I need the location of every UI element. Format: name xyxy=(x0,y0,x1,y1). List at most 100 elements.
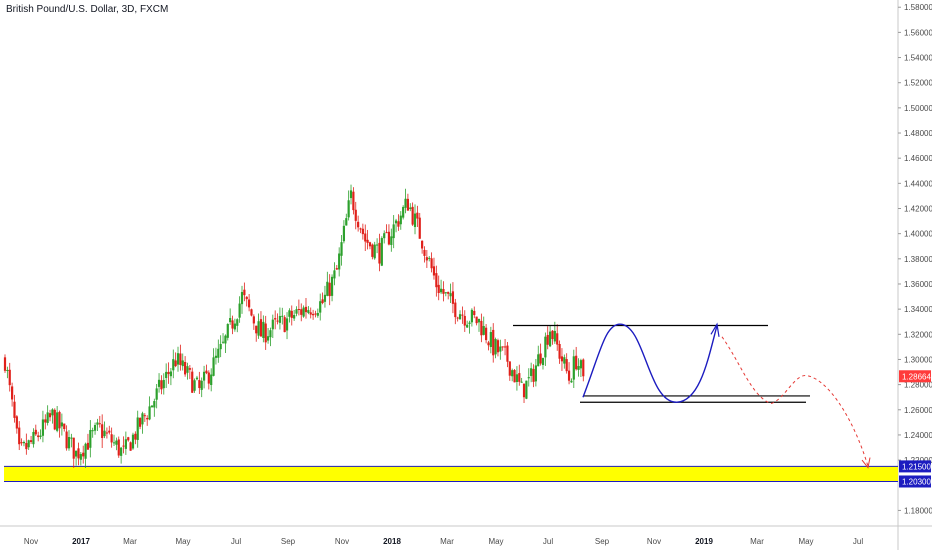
candle-body xyxy=(487,342,490,346)
candle-body xyxy=(359,228,362,230)
candle-body xyxy=(383,233,386,239)
candle-body xyxy=(136,417,139,440)
y-tick-label: 1.36000 xyxy=(904,280,932,289)
candle-body xyxy=(105,432,109,434)
candle-body xyxy=(394,220,398,224)
candle-body xyxy=(307,310,310,313)
candle-body xyxy=(27,440,30,448)
candle-body xyxy=(179,353,182,365)
candle-body xyxy=(160,380,163,390)
candle-body xyxy=(79,454,82,460)
candle-body xyxy=(338,253,341,270)
x-tick-label: 2019 xyxy=(695,537,713,546)
zone-top-badge xyxy=(899,460,931,473)
candle-body xyxy=(127,437,130,441)
current-price-badge-text: 1.28664 xyxy=(902,372,931,381)
candle-body xyxy=(207,372,210,384)
candle-body xyxy=(309,312,312,315)
candle-body xyxy=(240,292,244,305)
candle-body xyxy=(248,299,251,308)
candle-body xyxy=(96,422,99,425)
candle-body xyxy=(110,434,113,443)
candle-body xyxy=(409,207,412,210)
candle-body xyxy=(93,425,97,431)
y-tick-label: 1.40000 xyxy=(904,230,932,239)
candle-body xyxy=(122,445,125,447)
candle-body xyxy=(285,318,289,331)
x-tick-label: May xyxy=(488,537,503,546)
y-tick-label: 1.24000 xyxy=(904,431,932,440)
zone-top-badge-text: 1.21500 xyxy=(902,462,931,471)
candle-body xyxy=(466,324,469,328)
candle-body xyxy=(428,257,431,259)
candle-body xyxy=(37,435,40,438)
candle-body xyxy=(511,370,514,377)
candle-body xyxy=(77,448,80,459)
candle-body xyxy=(368,242,372,247)
x-tick-label: Mar xyxy=(123,537,137,546)
candle-body xyxy=(352,191,355,211)
candle-body xyxy=(520,381,523,383)
candle-body xyxy=(463,315,466,326)
candle-body xyxy=(496,340,500,353)
candle-body xyxy=(416,212,419,219)
candle-body xyxy=(570,380,573,383)
candle-body xyxy=(44,419,47,423)
candle-body xyxy=(233,323,236,330)
candle-body xyxy=(470,309,473,323)
candle-body xyxy=(532,368,535,382)
candle-body xyxy=(375,244,379,246)
candle-body xyxy=(397,221,400,227)
candle-body xyxy=(501,346,504,348)
candle-body xyxy=(411,206,414,225)
candle-body xyxy=(572,356,575,380)
candle-body xyxy=(281,315,284,317)
candle-body xyxy=(58,411,61,429)
candle-body xyxy=(314,313,317,315)
x-tick-label: Nov xyxy=(24,537,38,546)
candle-body xyxy=(186,366,189,373)
y-tick-label: 1.52000 xyxy=(904,79,932,88)
candle-body xyxy=(108,430,111,433)
y-tick-label: 1.30000 xyxy=(904,355,932,364)
candle-body xyxy=(262,321,265,338)
candle-body xyxy=(63,423,66,430)
candle-body xyxy=(153,401,156,408)
candle-body xyxy=(366,239,369,243)
candle-body xyxy=(387,231,391,245)
candle-body xyxy=(425,257,428,261)
candle-body xyxy=(347,200,350,218)
x-tick-label: Sep xyxy=(595,537,610,546)
candle-body xyxy=(11,386,14,400)
candle-body xyxy=(456,317,459,319)
candle-body xyxy=(340,242,343,256)
candle-body xyxy=(115,440,118,445)
candle-body xyxy=(494,339,497,355)
candle-body xyxy=(560,356,564,362)
candle-body xyxy=(134,433,137,440)
candle-body xyxy=(435,273,438,288)
candle-body xyxy=(525,380,528,399)
candle-body xyxy=(530,368,533,376)
candle-body xyxy=(138,417,142,427)
x-tick-label: 2018 xyxy=(383,537,401,546)
candle-body xyxy=(444,292,447,294)
candle-body xyxy=(226,324,229,338)
candle-body xyxy=(29,440,33,442)
candle-body xyxy=(539,353,542,364)
x-tick-label: Mar xyxy=(440,537,454,546)
candle-body xyxy=(357,221,360,228)
candle-body xyxy=(264,323,267,343)
candle-body xyxy=(103,430,106,437)
candle-body xyxy=(174,360,177,367)
x-tick-label: Jul xyxy=(853,537,863,546)
candle-body xyxy=(293,315,296,319)
candle-body xyxy=(473,310,476,316)
candle-body xyxy=(442,289,445,294)
candle-body xyxy=(477,318,481,323)
candle-body xyxy=(506,345,509,362)
candle-body xyxy=(18,427,21,445)
candle-body xyxy=(492,329,495,356)
candle-body xyxy=(157,379,161,387)
